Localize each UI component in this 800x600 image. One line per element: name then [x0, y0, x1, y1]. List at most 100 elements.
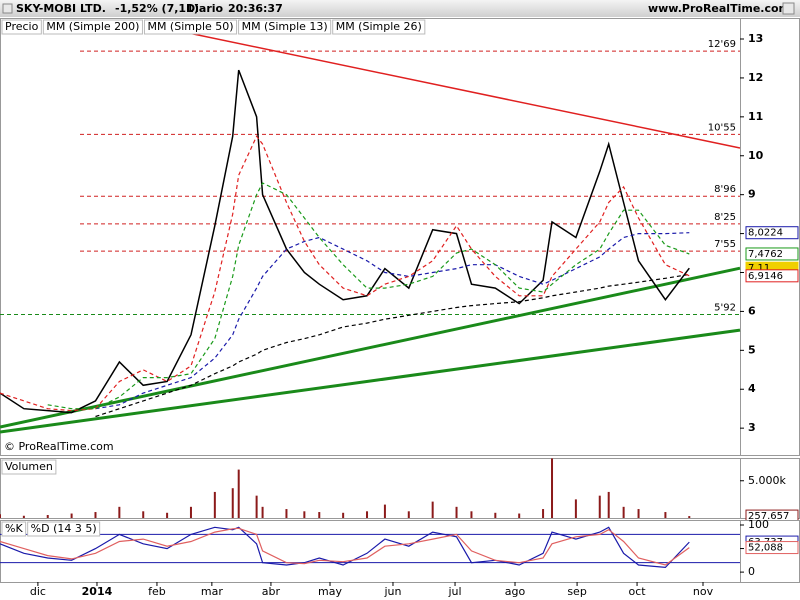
bar [431, 501, 434, 518]
bar [664, 512, 667, 518]
legend-box [238, 19, 332, 35]
bar [94, 512, 97, 518]
bar [366, 511, 369, 518]
bar [598, 495, 601, 518]
x-tick-label: mar [201, 585, 223, 598]
x-tick-label: 2014 [82, 585, 113, 598]
series-line [95, 273, 690, 418]
bar [231, 488, 234, 518]
legend-entry: Volumen [5, 460, 53, 473]
bar [342, 512, 345, 518]
trendline [0, 328, 741, 434]
panel [0, 18, 800, 456]
level-label: 12'69 [708, 39, 736, 50]
last-value-label: 8,0224 [748, 228, 783, 239]
trendline [149, 24, 741, 149]
bar [455, 506, 458, 518]
header-period: Diario [186, 2, 224, 15]
y-tick-label: 3 [748, 421, 756, 434]
panel [0, 458, 800, 519]
x-tick-label: abr [262, 585, 281, 598]
x-tick-label: jul [447, 585, 461, 598]
bar [22, 515, 25, 518]
bar [470, 511, 473, 518]
bar [622, 506, 625, 518]
bar [303, 511, 306, 518]
legend-box [1, 521, 27, 537]
panel [0, 520, 800, 583]
legend-entry: Precio [5, 20, 39, 33]
x-tick-label: jun [383, 585, 401, 598]
bar [118, 506, 121, 518]
last-value-label: 52,088 [748, 543, 783, 554]
legend-entry: MM (Simple 26) [336, 20, 422, 33]
series-line [0, 69, 690, 414]
last-value-box [745, 269, 799, 283]
legend-entry: %D (14 3 5) [31, 522, 97, 535]
trendline [0, 266, 741, 429]
y-tick-label: 0 [748, 565, 755, 578]
window-button[interactable] [782, 2, 795, 15]
y-tick-label: 100 [748, 518, 769, 531]
series-line [47, 182, 690, 410]
legend-box [27, 521, 101, 537]
level-label: 10'55 [708, 122, 736, 133]
bar [166, 512, 169, 518]
series-line [0, 527, 690, 566]
series-line [0, 526, 690, 569]
y-tick-label: 6 [748, 304, 756, 317]
header-icon [2, 3, 13, 14]
legend-box [143, 19, 238, 35]
bar [70, 513, 73, 518]
bar [551, 458, 554, 518]
last-value-box [745, 541, 799, 555]
bar [518, 513, 521, 518]
legend-entry: MM (Simple 50) [147, 20, 233, 33]
x-tick-label: nov [693, 585, 714, 598]
legend-box [1, 459, 57, 475]
bar [407, 511, 410, 518]
y-tick-label: 10 [748, 149, 764, 162]
y-tick-label: 11 [748, 110, 763, 123]
bar [46, 515, 49, 518]
level-label: 5'92 [714, 303, 736, 314]
y-tick-label: 5.000k [748, 474, 786, 487]
x-tick-label: dic [30, 585, 46, 598]
y-tick-label: 9 [748, 188, 756, 201]
bar [607, 491, 610, 518]
bar [542, 509, 545, 518]
x-tick-label: sep [567, 585, 586, 598]
last-value-box [745, 247, 799, 261]
x-tick-label: ago [505, 585, 526, 598]
bar [285, 509, 288, 518]
series-line [95, 232, 690, 410]
bar [383, 504, 386, 518]
header-site: www.ProRealTime.com [648, 2, 790, 15]
legend-entry: MM (Simple 200) [46, 20, 139, 33]
x-tick-label: feb [148, 585, 166, 598]
last-value-label: 7,4762 [748, 249, 783, 260]
last-value-label: 7,11 [748, 263, 770, 274]
level-label: 7'55 [714, 239, 736, 250]
x-tick-label: oct [629, 585, 647, 598]
legend-entry: MM (Simple 13) [242, 20, 328, 33]
level-label: 8'25 [714, 212, 736, 223]
last-value-label: 6,9146 [748, 271, 783, 282]
last-value-label: 257.657 [748, 511, 789, 522]
bar [0, 514, 1, 518]
bar [189, 506, 192, 518]
y-tick-label: 5 [748, 343, 756, 356]
header-time: 20:36:37 [228, 2, 283, 15]
legend-box [42, 19, 143, 35]
bar [261, 506, 264, 518]
bar [574, 499, 577, 518]
bar [318, 512, 321, 518]
legend-box [332, 19, 426, 35]
y-tick-label: 13 [748, 32, 763, 45]
bar [255, 495, 258, 518]
x-tick-label: may [318, 585, 342, 598]
bar [142, 511, 145, 518]
header-title: SKY-MOBI LTD. [16, 2, 106, 15]
legend-entry: %K [5, 522, 23, 535]
